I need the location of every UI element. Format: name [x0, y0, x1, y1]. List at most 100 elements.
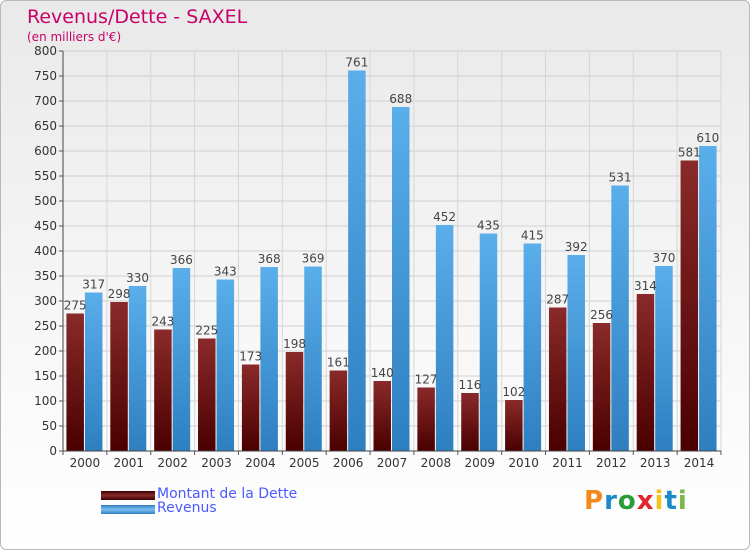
y-tick-label: 450	[34, 219, 57, 233]
data-label-dette: 225	[195, 324, 218, 338]
logo-letter: i	[677, 486, 688, 516]
logo-letter: o	[617, 486, 637, 516]
chart-title: Revenus/Dette - SAXEL	[27, 6, 248, 28]
bar-revenus	[611, 185, 629, 451]
data-label-revenus: 415	[521, 229, 544, 243]
x-tick-label: 2005	[289, 456, 320, 470]
bar-dette	[680, 160, 699, 451]
bar-dette	[417, 387, 435, 451]
data-label-revenus: 369	[302, 252, 325, 266]
y-tick-label: 150	[34, 369, 57, 383]
bar-revenus	[348, 70, 366, 451]
y-tick-label: 100	[34, 394, 57, 408]
bar-dette	[154, 329, 172, 451]
data-label-dette: 298	[108, 287, 131, 301]
x-tick-label: 2011	[552, 456, 583, 470]
bar-dette	[373, 381, 391, 451]
data-label-dette: 173	[239, 350, 262, 364]
logo-letter: x	[636, 486, 655, 516]
bar-revenus	[435, 225, 454, 451]
bar-revenus	[479, 233, 498, 451]
data-label-dette: 256	[590, 308, 613, 322]
axes: 0 50 100 150 200 250 300 350 400 450 500 550 600 650 7…	[34, 44, 722, 470]
y-tick-label: 0	[49, 444, 57, 458]
data-label-dette: 127	[415, 373, 438, 387]
legend-swatch-revenus	[101, 505, 155, 514]
bar-revenus	[655, 266, 673, 451]
bar-dette	[66, 313, 84, 451]
bar-revenus	[128, 286, 147, 451]
x-tick-label: 2014	[684, 456, 715, 470]
y-tick-label: 800	[34, 44, 57, 58]
legend-label-dette: Montant de la Dette	[157, 486, 298, 502]
x-tick-label: 2007	[377, 456, 408, 470]
logo-letter: r	[604, 486, 618, 516]
data-label-dette: 314	[634, 279, 657, 293]
y-tick-label: 600	[34, 144, 57, 158]
bar-revenus	[84, 292, 103, 451]
bar-revenus	[523, 243, 542, 451]
data-label-revenus: 531	[609, 171, 632, 185]
data-label-dette: 140	[371, 366, 394, 380]
x-tick-label: 2010	[508, 456, 539, 470]
bar-dette	[592, 323, 611, 451]
y-tick-label: 400	[34, 244, 57, 258]
bars	[66, 70, 717, 451]
bar-revenus	[172, 268, 191, 451]
x-tick-label: 2013	[640, 456, 671, 470]
y-tick-label: 650	[34, 119, 57, 133]
data-label-revenus: 330	[126, 271, 149, 285]
data-label-revenus: 368	[258, 252, 281, 266]
y-tick-label: 750	[34, 69, 57, 83]
data-label-revenus: 452	[433, 210, 456, 224]
data-label-revenus: 392	[565, 240, 588, 254]
data-label-dette: 198	[283, 337, 306, 351]
bar-dette	[285, 352, 304, 451]
proxiti-logo: Proxiti	[584, 486, 688, 516]
data-label-revenus: 688	[389, 92, 412, 106]
y-tick-label: 700	[34, 94, 57, 108]
bar-revenus	[392, 107, 410, 451]
data-label-dette: 243	[151, 315, 174, 329]
bar-revenus	[567, 255, 585, 451]
data-label-dette: 287	[546, 293, 569, 307]
y-tick-label: 300	[34, 294, 57, 308]
x-tick-label: 2006	[333, 456, 364, 470]
data-label-dette: 102	[502, 385, 525, 399]
data-label-revenus: 370	[652, 251, 675, 265]
bar-dette	[548, 307, 567, 451]
bar-dette	[198, 338, 216, 451]
y-tick-label: 350	[34, 269, 57, 283]
bar-dette	[241, 364, 260, 451]
x-tick-label: 2000	[70, 456, 101, 470]
data-label-dette: 116	[459, 378, 482, 392]
y-tick-label: 250	[34, 319, 57, 333]
data-label-revenus: 761	[345, 56, 368, 70]
data-label-revenus: 366	[170, 253, 193, 267]
data-label-dette: 581	[678, 146, 701, 160]
bar-dette	[329, 370, 348, 451]
data-label-revenus: 610	[696, 131, 719, 145]
bar-dette	[461, 393, 479, 451]
x-tick-label: 2009	[464, 456, 495, 470]
data-label-revenus: 343	[214, 265, 237, 279]
bar-revenus	[216, 279, 235, 451]
y-tick-label: 500	[34, 194, 57, 208]
x-tick-label: 2002	[157, 456, 188, 470]
bar-revenus	[304, 266, 322, 451]
x-tick-label: 2004	[245, 456, 276, 470]
bar-revenus	[260, 267, 278, 451]
x-tick-label: 2012	[596, 456, 627, 470]
bar-dette	[636, 294, 655, 451]
x-tick-label: 2001	[114, 456, 145, 470]
bar-revenus	[699, 146, 717, 451]
y-tick-label: 200	[34, 344, 57, 358]
data-label-dette: 161	[327, 356, 350, 370]
logo-letter: i	[654, 486, 665, 516]
logo-letter: t	[664, 486, 678, 516]
y-tick-label: 550	[34, 169, 57, 183]
data-label-revenus: 435	[477, 219, 500, 233]
